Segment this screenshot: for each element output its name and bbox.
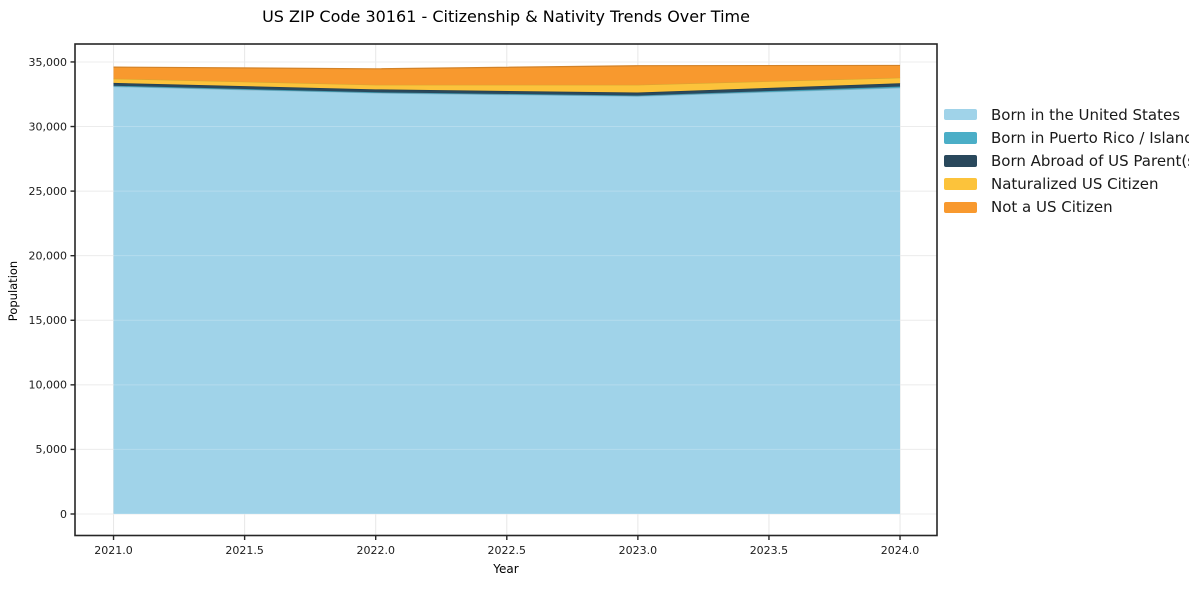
plot-border [74, 43, 938, 537]
chart-title: US ZIP Code 30161 - Citizenship & Nativi… [262, 7, 750, 26]
legend-label: Born in the United States [991, 105, 1181, 124]
x-tick-label: 2022.5 [488, 544, 527, 557]
y-tick-label: 35,000 [29, 56, 68, 69]
x-tick-label: 2022.0 [356, 544, 395, 557]
legend-swatch-icon [944, 178, 977, 190]
legend-item: Born Abroad of US Parent(s) [944, 149, 1189, 172]
legend-label: Not a US Citizen [991, 198, 1113, 217]
y-tick-label: 10,000 [29, 379, 68, 392]
y-tick-label: 25,000 [29, 185, 68, 198]
area-edge-not-a-us-citizen [113, 64, 901, 70]
x-axis-label: Year [493, 562, 519, 576]
y-tick-label: 20,000 [29, 249, 68, 262]
x-tick-label: 2023.0 [619, 544, 658, 557]
legend: Born in the United States Born in Puerto … [944, 103, 1189, 219]
legend-swatch-icon [944, 155, 977, 167]
legend-label: Naturalized US Citizen [991, 175, 1159, 194]
legend-item: Naturalized US Citizen [944, 173, 1189, 196]
legend-swatch-icon [944, 108, 977, 121]
legend-item: Born in Puerto Rico / Islands [944, 126, 1189, 149]
x-tick-label: 2021.0 [94, 544, 133, 557]
y-axis-label: Population [6, 260, 20, 322]
x-tick-label: 2024.0 [881, 544, 920, 557]
area-born-abroad-of-us-parent-s [113, 82, 901, 96]
area-not-a-us-citizen [113, 65, 901, 85]
area-born-in-the-united-states [113, 86, 901, 514]
y-tick-label: 30,000 [29, 120, 68, 133]
y-tick-label: 15,000 [29, 314, 68, 327]
y-tick-label: 5,000 [36, 443, 68, 456]
legend-item: Born in the United States [944, 103, 1189, 126]
y-tick-label: 0 [60, 508, 67, 521]
x-tick-label: 2021.5 [225, 544, 264, 557]
legend-swatch-icon [944, 201, 977, 214]
legend-label: Born in Puerto Rico / Islands [991, 128, 1189, 147]
legend-swatch-icon [944, 132, 977, 144]
legend-item: Not a US Citizen [944, 196, 1189, 219]
legend-label: Born Abroad of US Parent(s) [991, 151, 1189, 170]
x-tick-label: 2023.5 [750, 544, 789, 557]
